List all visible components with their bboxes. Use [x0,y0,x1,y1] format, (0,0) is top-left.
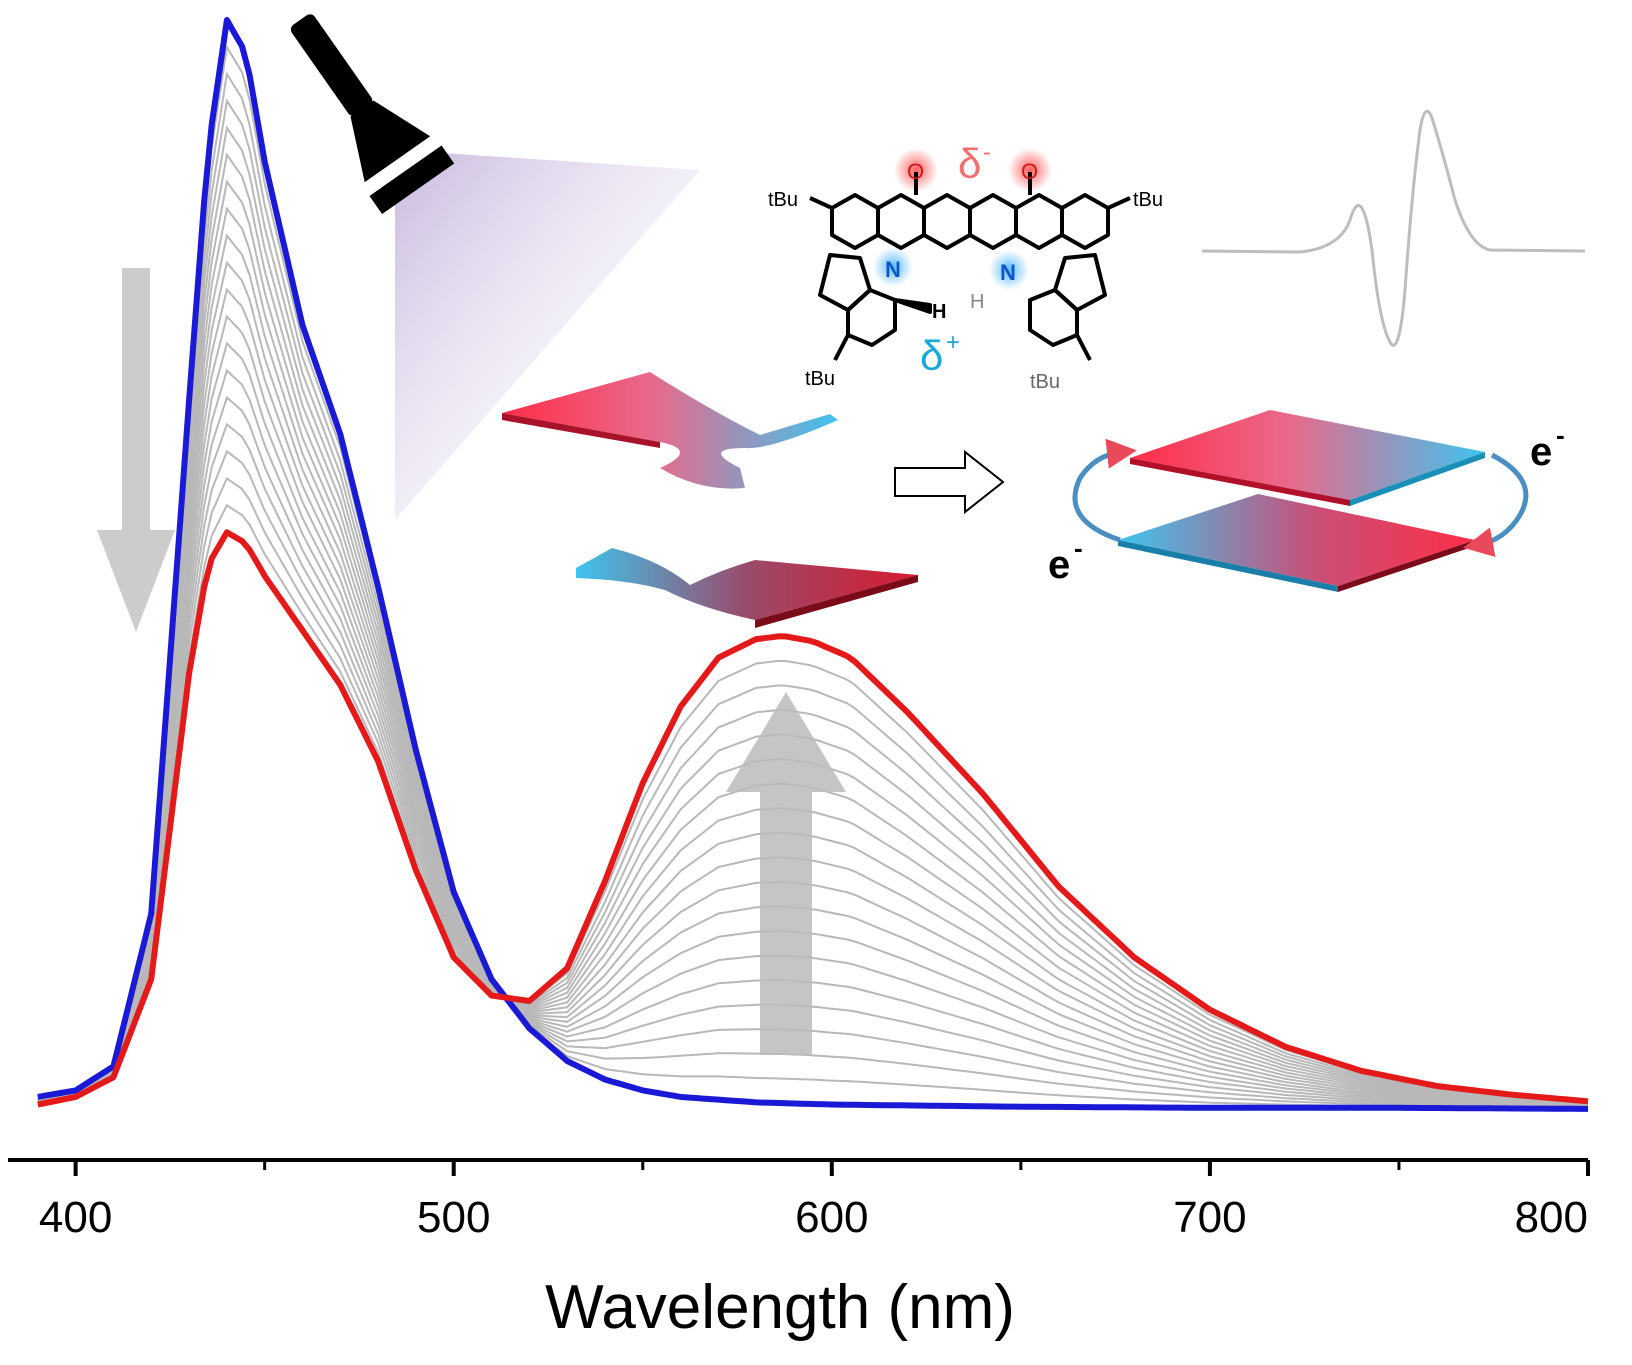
twisted-ribbon-top [502,372,838,489]
tbu-label: tBu [1030,371,1060,393]
intermediate-curve [37,206,1589,1108]
intermediate-curve [37,233,1589,1107]
electron-label: e [1048,543,1070,587]
electron-label: e [1530,430,1552,474]
molecule-structure [809,148,1131,361]
x-axis-label: Wavelength (nm) [545,1273,1015,1342]
tbu-label: tBu [805,368,835,390]
intermediate-curve [37,449,1589,1105]
delta-plus-label: δ [920,332,943,379]
delta-minus-label: δ [958,140,981,187]
delta-plus-sup: + [946,329,960,356]
oxygen-label: O [1021,159,1038,184]
epr-signal [1201,109,1586,347]
intermediate-curve [37,125,1589,1109]
intermediate-curve [37,71,1589,1110]
nitrogen-label: N [885,257,901,282]
electron-sup: - [1556,420,1565,450]
flashlight-icon [290,14,455,214]
transition-arrow [894,449,1005,515]
x-tick-label: 800 [1515,1193,1588,1242]
x-tick-label: 500 [417,1193,490,1242]
oxygen-label: O [907,159,924,184]
x-axis: 400 500 600 700 800 [8,1158,1590,1242]
final-spectrum-line [37,529,1589,1108]
planar-sheet-top [1130,410,1485,506]
electron-transfer-arrows [1072,438,1529,558]
electron-sup: - [1074,533,1083,563]
tbu-label: tBu [1133,189,1163,211]
intermediate-curve [37,476,1589,1105]
intermediate-curve [37,314,1589,1106]
electron-labels: e - e - [1048,420,1565,587]
intermediate-curve [37,152,1589,1108]
initial-spectrum-line [37,17,1588,1112]
light-beam [395,150,700,520]
increase-arrow [726,692,846,1055]
x-tick-label: 400 [39,1193,112,1242]
decrease-arrow [97,268,175,632]
delta-minus-sup: - [983,139,991,166]
twisted-ribbon-bottom [576,548,918,628]
x-tick-label: 700 [1173,1193,1246,1242]
tbu-label: tBu [768,189,798,211]
x-tick-label: 600 [795,1193,868,1242]
intermediate-curve [37,341,1589,1106]
intermediate-curve [37,179,1589,1108]
hydrogen-label: H [932,301,946,323]
nitrogen-label: N [1000,260,1016,285]
planar-sheet-bottom [1118,494,1475,592]
intermediate-curve [37,260,1589,1107]
molecule-labels: tBu tBu tBu tBu O O N N H H δ - δ + [768,139,1163,393]
intermediate-curve [37,287,1589,1106]
hydrogen-label: H [970,291,984,313]
intermediate-curve [37,98,1589,1109]
